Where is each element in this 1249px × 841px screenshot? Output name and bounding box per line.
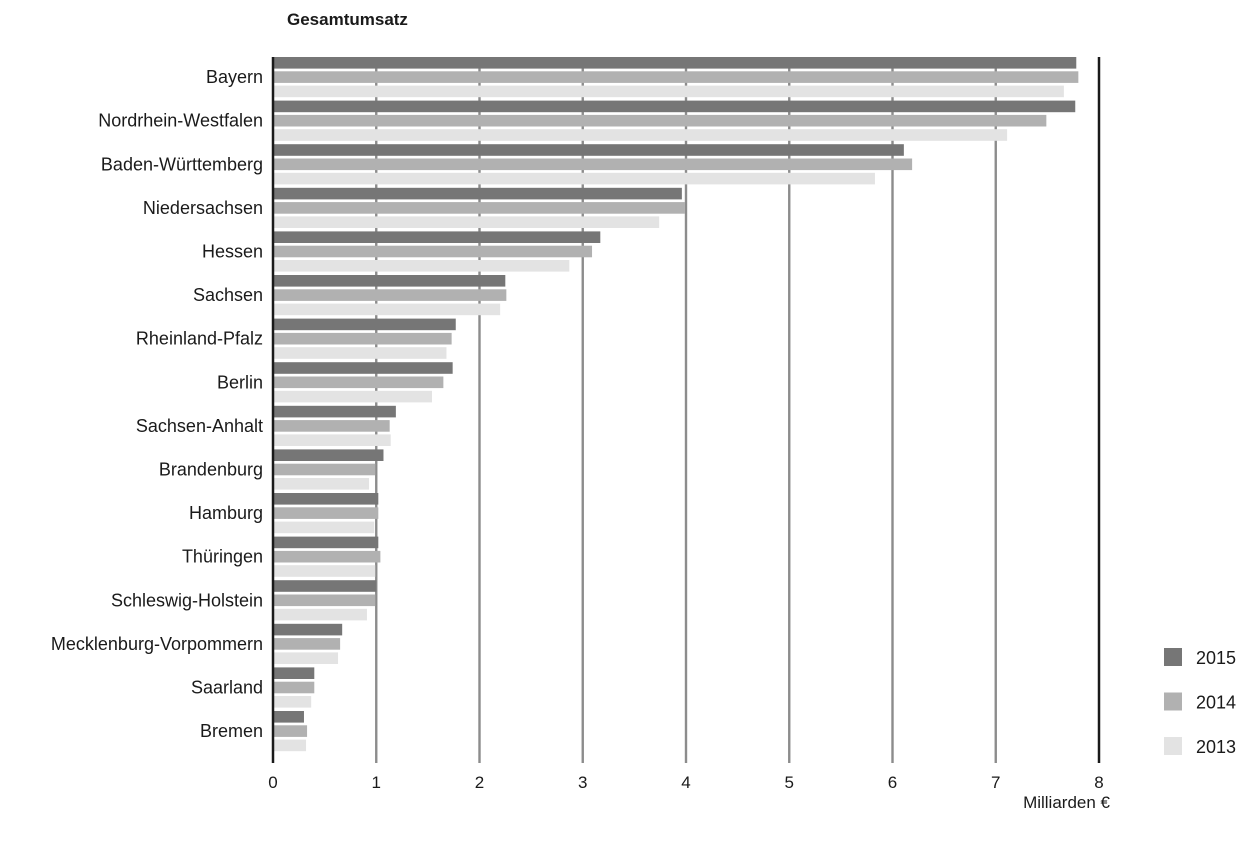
bar-nordrhein-westfalen-2015 xyxy=(273,100,1076,113)
bar-sachsen-2013 xyxy=(273,303,501,316)
legend-swatch-2013 xyxy=(1164,737,1182,755)
category-label-mecklenburg-vorpommern: Mecklenburg-Vorpommern xyxy=(51,634,263,654)
category-label-saarland: Saarland xyxy=(191,678,263,698)
bar-hessen-2013 xyxy=(273,260,570,272)
bar-hessen-2014 xyxy=(273,245,593,258)
bar-bayern-2014 xyxy=(273,71,1079,83)
x-tick-label-4: 4 xyxy=(681,773,690,792)
category-label-bayern: Bayern xyxy=(206,67,263,87)
category-label-rheinland-pfalz: Rheinland-Pfalz xyxy=(136,329,263,349)
bar-thueringen-2013 xyxy=(273,565,376,577)
x-tick-label-6: 6 xyxy=(888,773,897,792)
bar-bayern-2013 xyxy=(273,85,1064,98)
bar-baden-wuerttemberg-2013 xyxy=(273,172,875,185)
x-tick-labels: 0 1 2 3 4 5 6 7 8 xyxy=(268,773,1103,792)
bar-bremen-2013 xyxy=(273,739,307,752)
x-tick-label-0: 0 xyxy=(268,773,277,792)
bar-schleswig-holstein-2015 xyxy=(273,580,377,592)
bar-hamburg-2013 xyxy=(273,521,375,534)
axes xyxy=(271,57,1101,763)
legend-swatch-2014 xyxy=(1164,692,1182,711)
category-label-baden-wuerttemberg: Baden-Württemberg xyxy=(101,154,263,174)
bar-mecklenburg-vorpommern-2015 xyxy=(273,623,343,636)
bar-thueringen-2014 xyxy=(273,550,381,563)
bar-hessen-2015 xyxy=(273,231,601,243)
x-tick-label-1: 1 xyxy=(372,773,381,792)
x-axis-unit-label: Milliarden € xyxy=(1023,793,1110,812)
bar-sachsen-anhalt-2014 xyxy=(273,420,390,432)
category-label-nordrhein-westfalen: Nordrhein-Westfalen xyxy=(98,111,263,131)
category-label-sachsen: Sachsen xyxy=(193,285,263,305)
bar-schleswig-holstein-2014 xyxy=(273,594,376,607)
bars xyxy=(273,57,1079,752)
x-tick-label-7: 7 xyxy=(991,773,1000,792)
x-tick-label-3: 3 xyxy=(578,773,587,792)
bar-baden-wuerttemberg-2015 xyxy=(273,144,904,156)
category-label-niedersachsen: Niedersachsen xyxy=(143,198,263,218)
category-label-bremen: Bremen xyxy=(200,721,263,741)
bar-sachsen-2014 xyxy=(273,289,507,301)
chart-title: Gesamtumsatz xyxy=(287,10,408,29)
bar-saarland-2014 xyxy=(273,681,315,694)
bar-baden-wuerttemberg-2014 xyxy=(273,158,913,171)
bar-niedersachsen-2013 xyxy=(273,216,660,228)
bar-berlin-2013 xyxy=(273,390,433,403)
legend-swatch-2015 xyxy=(1164,648,1182,666)
bar-hamburg-2014 xyxy=(273,507,379,519)
bar-brandenburg-2014 xyxy=(273,463,376,476)
bar-brandenburg-2015 xyxy=(273,449,384,461)
legend-label-2014: 2014 xyxy=(1196,693,1236,713)
legend-label-2015: 2015 xyxy=(1196,648,1236,668)
category-label-schleswig-holstein: Schleswig-Holstein xyxy=(111,590,263,610)
x-tick-label-5: 5 xyxy=(785,773,794,792)
bar-niedersachsen-2014 xyxy=(273,202,685,214)
legend-label-2013: 2013 xyxy=(1196,737,1236,757)
x-tick-label-2: 2 xyxy=(475,773,484,792)
x-tick-label-8: 8 xyxy=(1094,773,1103,792)
bar-bremen-2014 xyxy=(273,725,308,737)
bar-saarland-2013 xyxy=(273,696,312,708)
bar-schleswig-holstein-2013 xyxy=(273,608,367,621)
category-label-hessen: Hessen xyxy=(202,242,263,262)
bar-nordrhein-westfalen-2013 xyxy=(273,129,1008,141)
category-label-sachsen-anhalt: Sachsen-Anhalt xyxy=(136,416,263,436)
legend: 2015 2014 2013 xyxy=(1164,648,1236,757)
category-label-berlin: Berlin xyxy=(217,372,263,392)
bar-nordrhein-westfalen-2014 xyxy=(273,114,1047,127)
bar-sachsen-anhalt-2013 xyxy=(273,434,391,446)
bar-saarland-2015 xyxy=(273,667,315,679)
bar-rheinland-pfalz-2013 xyxy=(273,347,447,359)
category-labels: Bayern Nordrhein-Westfalen Baden-Württembe… xyxy=(51,67,263,741)
bar-berlin-2014 xyxy=(273,376,444,389)
category-label-thueringen: Thüringen xyxy=(182,547,263,567)
bar-mecklenburg-vorpommern-2014 xyxy=(273,638,341,650)
bar-rheinland-pfalz-2015 xyxy=(273,318,456,331)
bar-berlin-2015 xyxy=(273,362,453,374)
bar-brandenburg-2013 xyxy=(273,478,370,490)
bar-sachsen-anhalt-2015 xyxy=(273,405,396,418)
bar-thueringen-2015 xyxy=(273,536,379,549)
bar-bayern-2015 xyxy=(273,57,1077,69)
bar-mecklenburg-vorpommern-2013 xyxy=(273,652,339,664)
category-label-brandenburg: Brandenburg xyxy=(159,460,263,480)
bar-hamburg-2015 xyxy=(273,493,379,505)
bar-bremen-2015 xyxy=(273,711,304,723)
category-label-hamburg: Hamburg xyxy=(189,503,263,523)
bar-rheinland-pfalz-2014 xyxy=(273,332,452,345)
bar-sachsen-2015 xyxy=(273,275,506,287)
bar-niedersachsen-2015 xyxy=(273,187,682,200)
